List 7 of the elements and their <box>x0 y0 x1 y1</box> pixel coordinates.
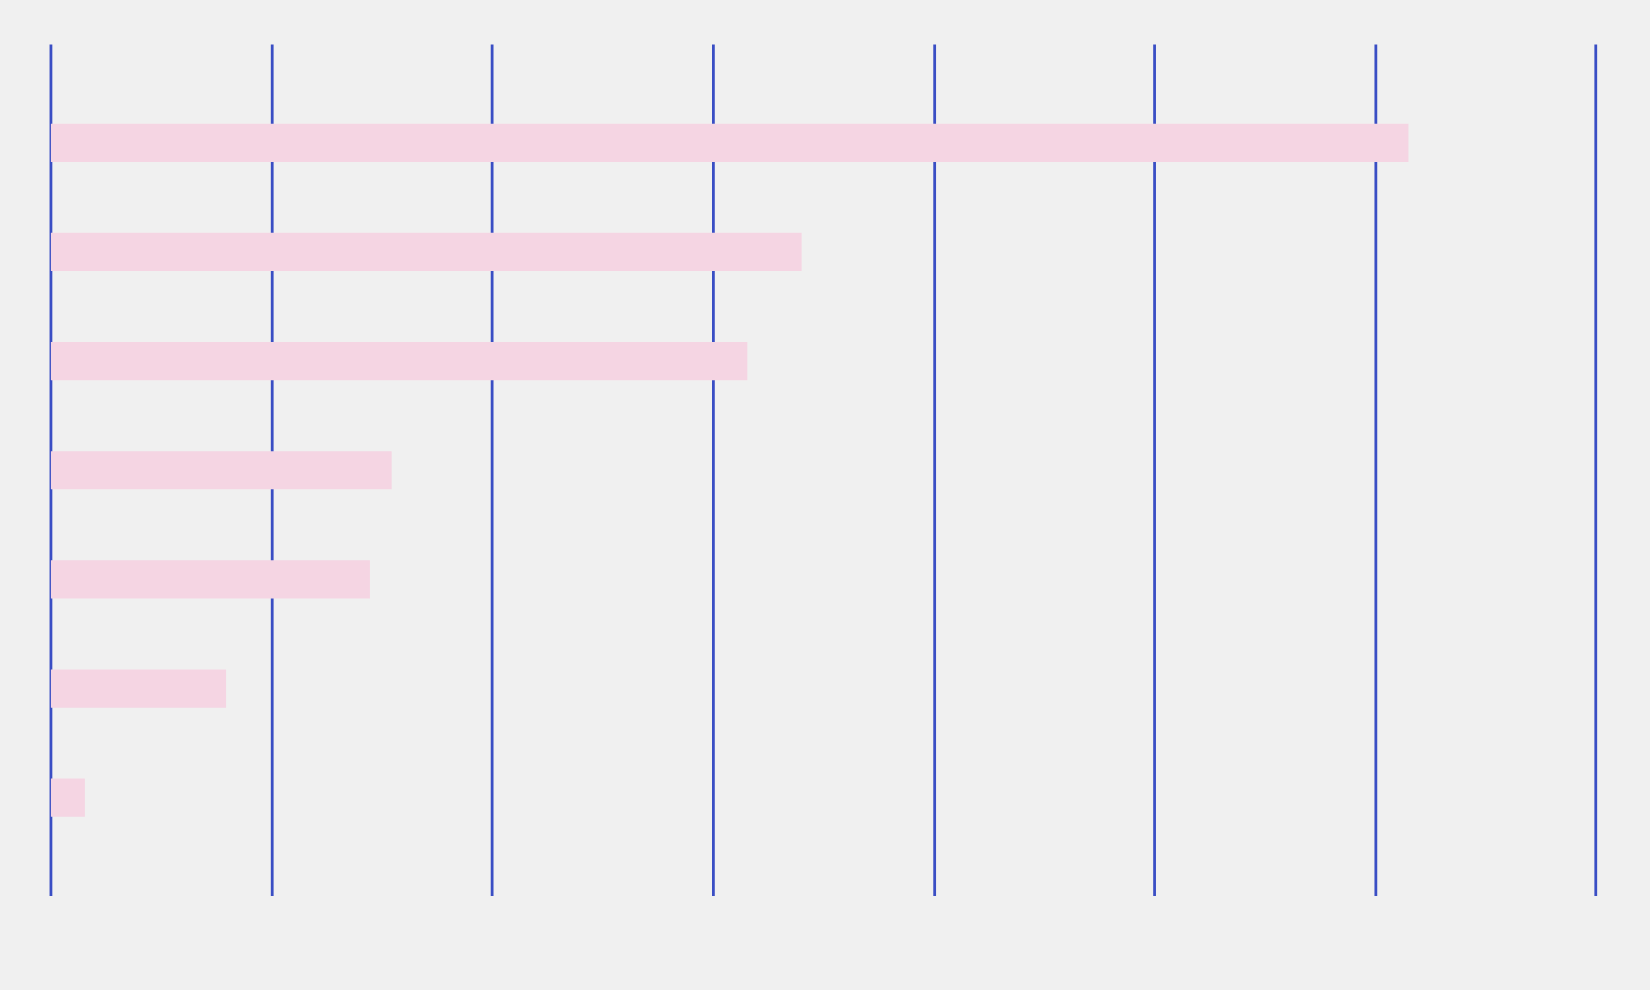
bar <box>50 232 802 272</box>
bar <box>50 560 370 599</box>
bar <box>50 123 1409 162</box>
bar <box>50 669 227 708</box>
bar <box>50 778 85 817</box>
bar <box>50 341 748 381</box>
bar <box>50 451 392 490</box>
